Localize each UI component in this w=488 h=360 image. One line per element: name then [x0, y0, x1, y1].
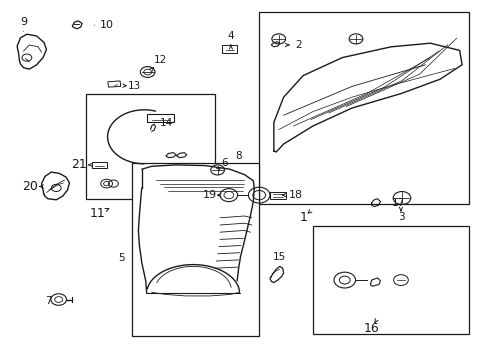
Text: 15: 15	[272, 252, 286, 262]
Bar	[312, 226, 468, 334]
Text: 5: 5	[118, 253, 124, 264]
Text: 14: 14	[159, 118, 173, 128]
Text: 3: 3	[397, 212, 404, 222]
Bar	[146, 114, 173, 122]
Text: 9: 9	[20, 17, 27, 27]
Text: 6: 6	[221, 158, 228, 168]
Text: 4: 4	[227, 31, 234, 41]
Text: 11: 11	[90, 207, 105, 220]
Bar	[92, 162, 106, 168]
Text: 18: 18	[288, 190, 302, 200]
Text: 7: 7	[44, 296, 51, 306]
Text: 12: 12	[153, 55, 167, 66]
Bar	[108, 81, 121, 87]
Text: 20: 20	[22, 180, 38, 193]
Text: 8: 8	[235, 150, 242, 161]
Bar	[132, 163, 259, 336]
Bar	[85, 94, 215, 199]
Bar	[269, 192, 285, 199]
Text: 19: 19	[203, 190, 217, 200]
Text: 21: 21	[71, 158, 87, 171]
Text: 1: 1	[299, 211, 306, 224]
Text: 16: 16	[363, 322, 379, 335]
Text: 2: 2	[294, 40, 301, 50]
Text: 13: 13	[127, 81, 141, 91]
Text: 17: 17	[391, 198, 405, 208]
Bar	[222, 45, 237, 53]
Text: 10: 10	[100, 20, 113, 30]
Bar	[259, 12, 468, 204]
